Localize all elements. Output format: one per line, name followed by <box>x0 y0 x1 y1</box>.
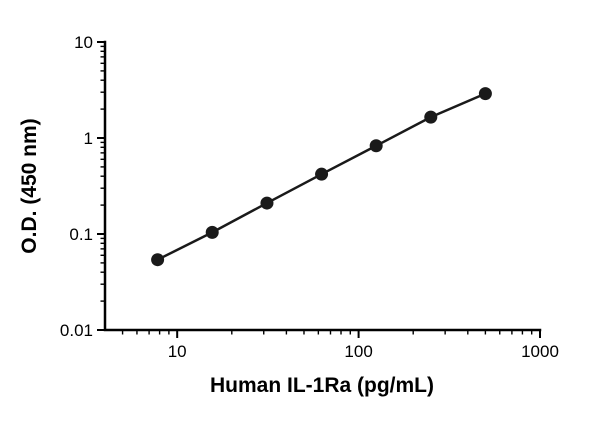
y-tick-label: 1 <box>84 129 93 148</box>
data-point <box>151 253 165 267</box>
data-point <box>478 87 492 101</box>
axes-lines <box>103 40 542 332</box>
x-axis-label: Human IL-1Ra (pg/mL) <box>210 374 434 397</box>
y-axis-label: O.D. (450 nm) <box>18 118 41 253</box>
x-tick-label: 100 <box>344 342 372 361</box>
plot-area: 10 100 1000 0.01 0.1 1 10 <box>60 33 559 361</box>
data-point <box>260 196 274 210</box>
data-point <box>205 225 219 239</box>
x-tick-label: 1000 <box>521 342 559 361</box>
y-tick-label: 0.1 <box>69 225 93 244</box>
data-point <box>424 110 438 124</box>
data-point <box>369 139 383 153</box>
x-tick-label: 10 <box>168 342 187 361</box>
y-tick-label: 10 <box>74 33 93 52</box>
data-point <box>315 167 329 181</box>
y-tick-label: 0.01 <box>60 321 93 340</box>
